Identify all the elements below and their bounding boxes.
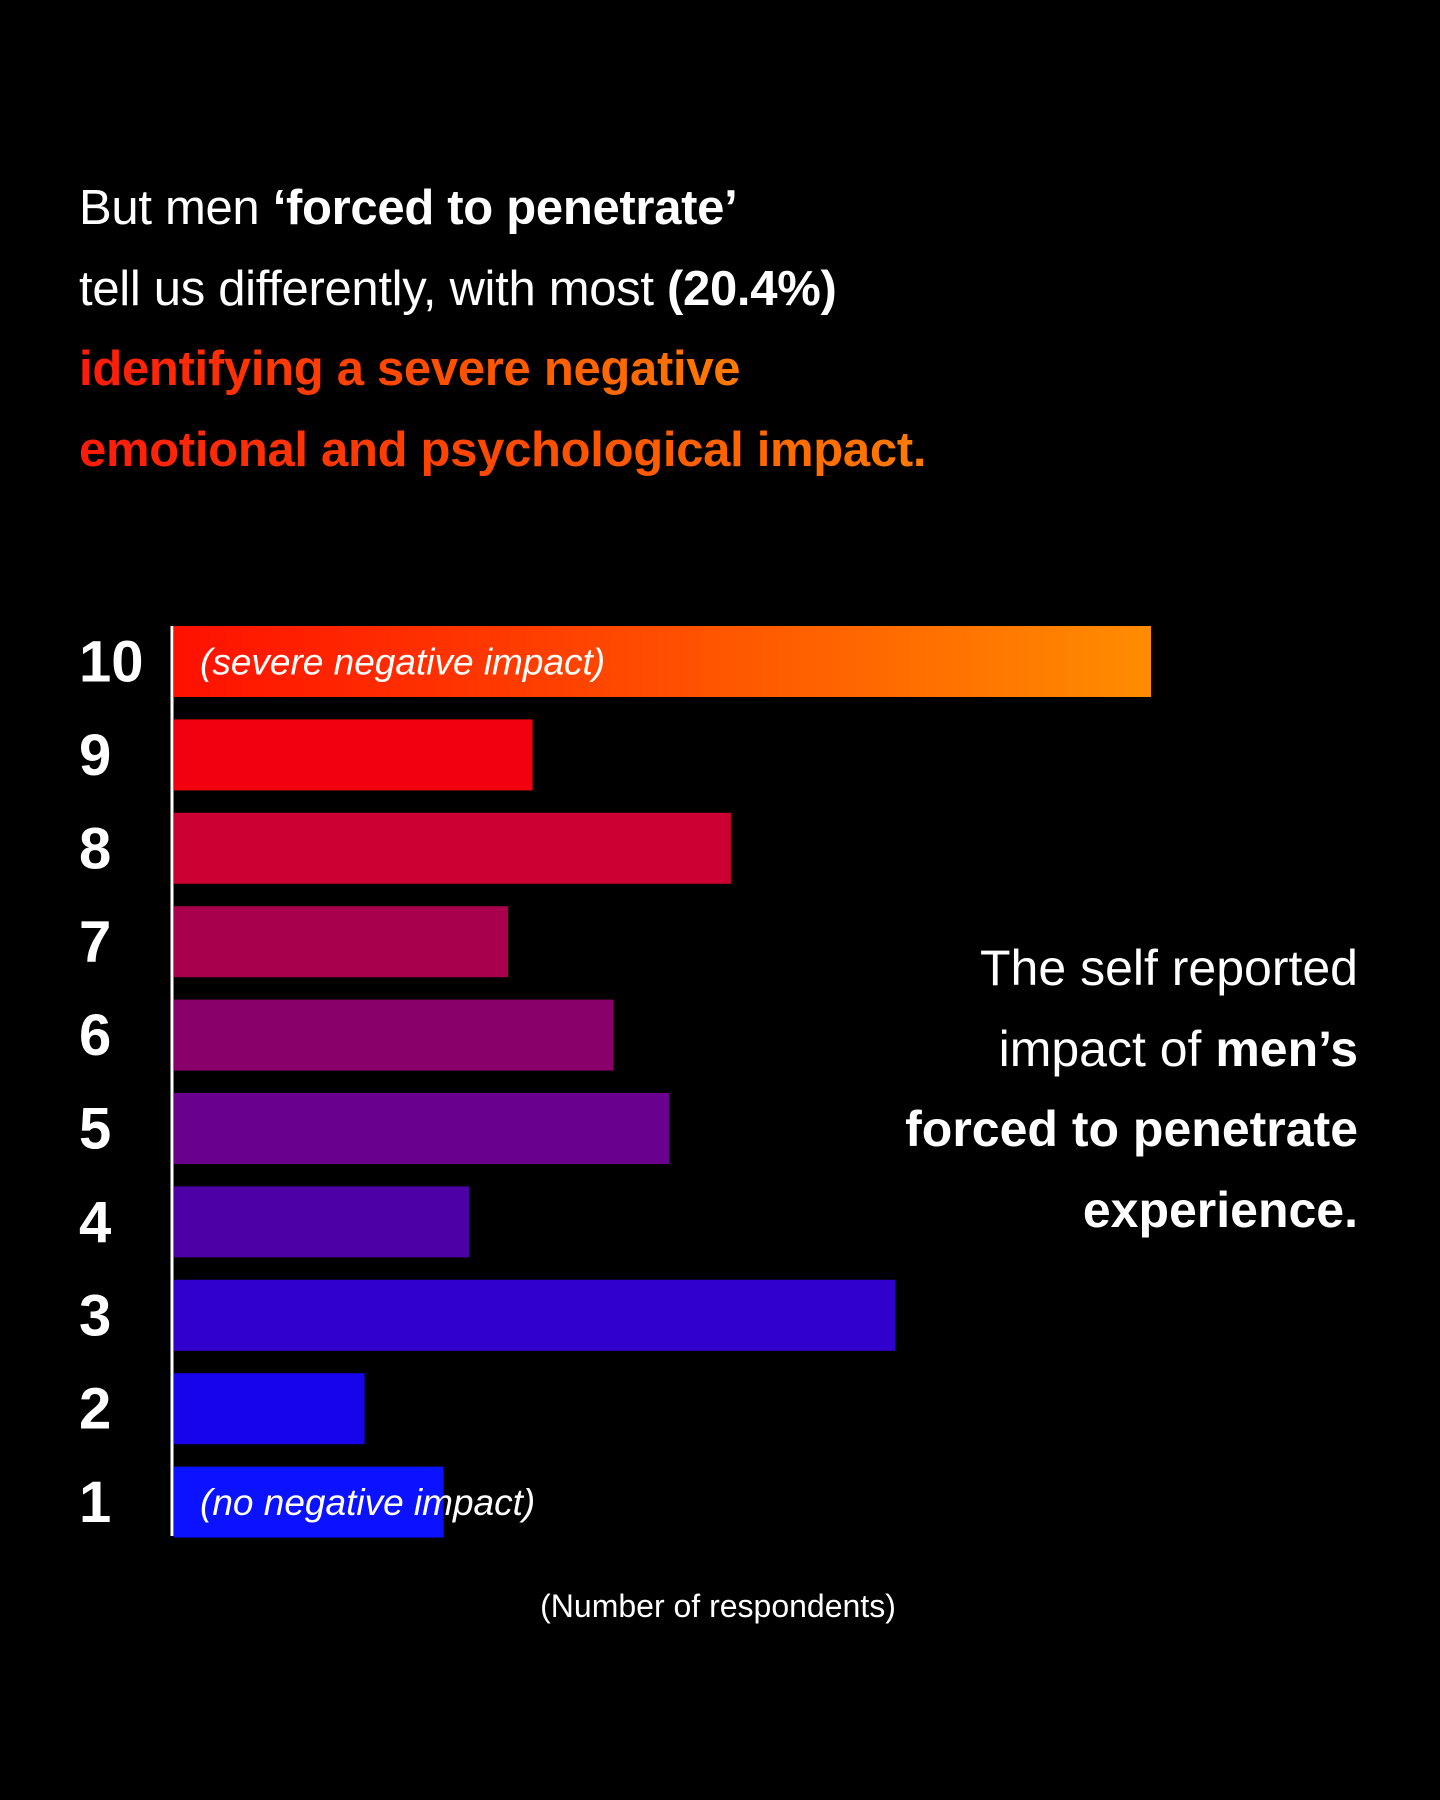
annotation-severe: (severe negative impact) <box>200 642 605 683</box>
y-tick-label: 10 <box>79 630 144 695</box>
y-tick-label: 2 <box>79 1377 111 1442</box>
headline-percent: (20.4%) <box>667 261 837 316</box>
annotation-none: (no negative impact) <box>200 1482 535 1523</box>
side-note: The self reported impact of men’s forced… <box>905 928 1358 1250</box>
bar-10 <box>174 626 1151 697</box>
side-note-bold: forced to penetrate <box>905 1101 1358 1157</box>
x-axis-label: (Number of respondents) <box>540 1588 896 1624</box>
bar-3 <box>174 1279 896 1351</box>
y-tick-label: 3 <box>79 1283 111 1348</box>
bar-9 <box>174 719 533 791</box>
y-tick-label: 9 <box>79 723 111 788</box>
bar-5 <box>174 1093 670 1164</box>
bar-4 <box>174 1186 470 1258</box>
headline-text: But men <box>79 181 273 235</box>
headline-text: tell us differently, with most <box>79 261 668 316</box>
bar-7 <box>174 906 509 978</box>
bar-2 <box>174 1373 365 1445</box>
y-tick-label: 4 <box>79 1190 111 1255</box>
headline-highlight: identifying a severe negative <box>79 329 741 410</box>
side-note-bold: men’s <box>1215 1020 1358 1077</box>
y-tick-label: 8 <box>79 816 111 881</box>
side-note-text: The self reported <box>980 940 1358 996</box>
headline-highlight: emotional and psychological impact. <box>79 410 926 491</box>
bar-1 <box>174 1466 444 1538</box>
side-note-text: impact of <box>998 1020 1216 1077</box>
bar-6 <box>174 999 614 1071</box>
headline-bold: ‘forced to penetrate’ <box>272 181 738 235</box>
y-tick-label: 5 <box>79 1097 111 1162</box>
bar-8 <box>174 812 731 884</box>
y-tick-label: 1 <box>79 1470 111 1535</box>
y-tick-label: 7 <box>79 910 111 975</box>
y-tick-label: 6 <box>79 1003 111 1068</box>
side-note-bold: experience. <box>1082 1181 1358 1238</box>
headline: But men ‘forced to penetrate’ tell us di… <box>79 168 926 490</box>
